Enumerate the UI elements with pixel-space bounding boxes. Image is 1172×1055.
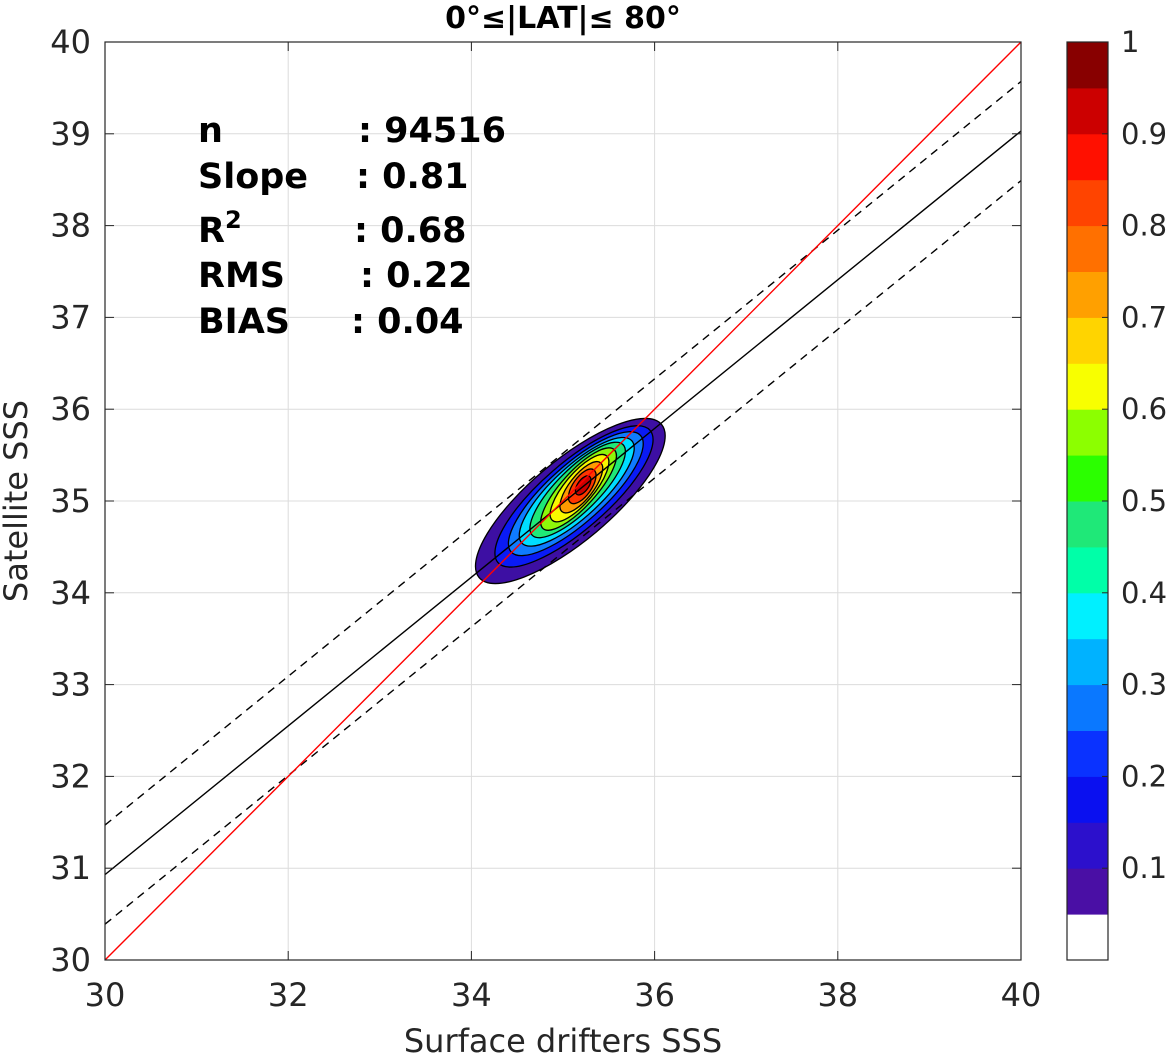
colorbar: 0.1 0.2 0.3 0.4 0.5 0.6 0.7 0.8 0.9 1 [1066,25,1167,961]
regression-lines [105,42,1021,960]
x-tick-label: 38 [817,976,858,1014]
x-tick-label: 40 [1001,976,1042,1014]
stat-label: n [198,111,223,151]
colorbar-tick-label: 0.4 [1121,576,1167,610]
colorbar-band [1067,363,1108,410]
chart-title: 0°≤|LAT|≤ 80° [445,1,681,36]
colorbar-band [1067,914,1108,961]
y-tick-label: 31 [50,849,91,887]
y-tick-label: 33 [50,666,91,704]
y-tick-label: 35 [50,482,91,520]
colorbar-band [1067,179,1108,227]
colorbar-tick-label: 0.1 [1121,851,1167,885]
stat-label: BIAS [198,302,290,342]
stat-value: : 0.22 [360,256,473,296]
one-to-one-line [105,42,1021,960]
colorbar-tick-label: 0.6 [1121,392,1167,426]
colorbar-band [1067,822,1108,869]
y-tick-label: 32 [50,757,91,795]
colorbar-band [1067,42,1108,89]
colorbar-tick-label: 1 [1121,25,1139,59]
x-tick-label: 30 [85,976,126,1014]
stat-superscript: 2 [225,206,242,234]
colorbar-band [1067,868,1108,915]
colorbar-band [1067,730,1108,777]
y-tick-label: 34 [50,574,91,612]
colorbar-band [1067,638,1108,686]
fit-upper-bound-line [105,80,1021,826]
x-tick-label: 34 [451,976,492,1014]
x-axis: 30 32 34 36 38 40 [85,42,1042,1014]
stat-label: RMS [198,256,285,296]
colorbar-band [1067,592,1108,640]
colorbar-band [1067,225,1108,272]
stat-value: : 0.04 [351,302,464,342]
stat-value: : 0.81 [356,157,469,197]
colorbar-tick-label: 0.7 [1121,300,1167,334]
fit-lower-bound-line [105,180,1021,925]
colorbar-tick-label: 0.5 [1121,484,1167,518]
colorbar-band [1067,546,1108,594]
colorbar-band [1067,87,1108,135]
colorbar-band [1067,271,1108,318]
grid [104,41,1022,961]
colorbar-tick-label: 0.2 [1121,759,1167,793]
stat-value: : 94516 [358,111,506,151]
y-tick-label: 36 [50,390,91,428]
y-axis-label: Satellite SSS [0,400,35,602]
colorbar-tick-label: 0.3 [1121,668,1167,702]
fit-line [105,130,1021,876]
x-tick-label: 36 [634,976,675,1014]
colorbar-tick-label: 0.8 [1121,209,1167,243]
colorbar-band [1067,133,1108,181]
x-axis-label: Surface drifters SSS [404,1022,722,1055]
y-tick-label: 39 [50,115,91,153]
y-tick-label: 40 [50,23,91,61]
colorbar-band [1067,501,1108,548]
y-tick-label: 37 [50,298,91,336]
colorbar-band [1067,455,1108,502]
x-tick-label: 32 [268,976,309,1014]
colorbar-band [1067,684,1108,731]
colorbar-band [1067,776,1108,823]
stat-value: : 0.68 [354,211,467,251]
y-tick-label: 38 [50,207,91,245]
colorbar-band [1067,317,1108,364]
y-tick-label: 30 [50,941,91,979]
y-axis: 30 31 32 33 34 35 36 37 38 39 40 [50,23,1021,979]
colorbar-band [1067,409,1108,456]
colorbar-tick-label: 0.9 [1121,117,1167,151]
stat-label: Slope [198,157,308,197]
